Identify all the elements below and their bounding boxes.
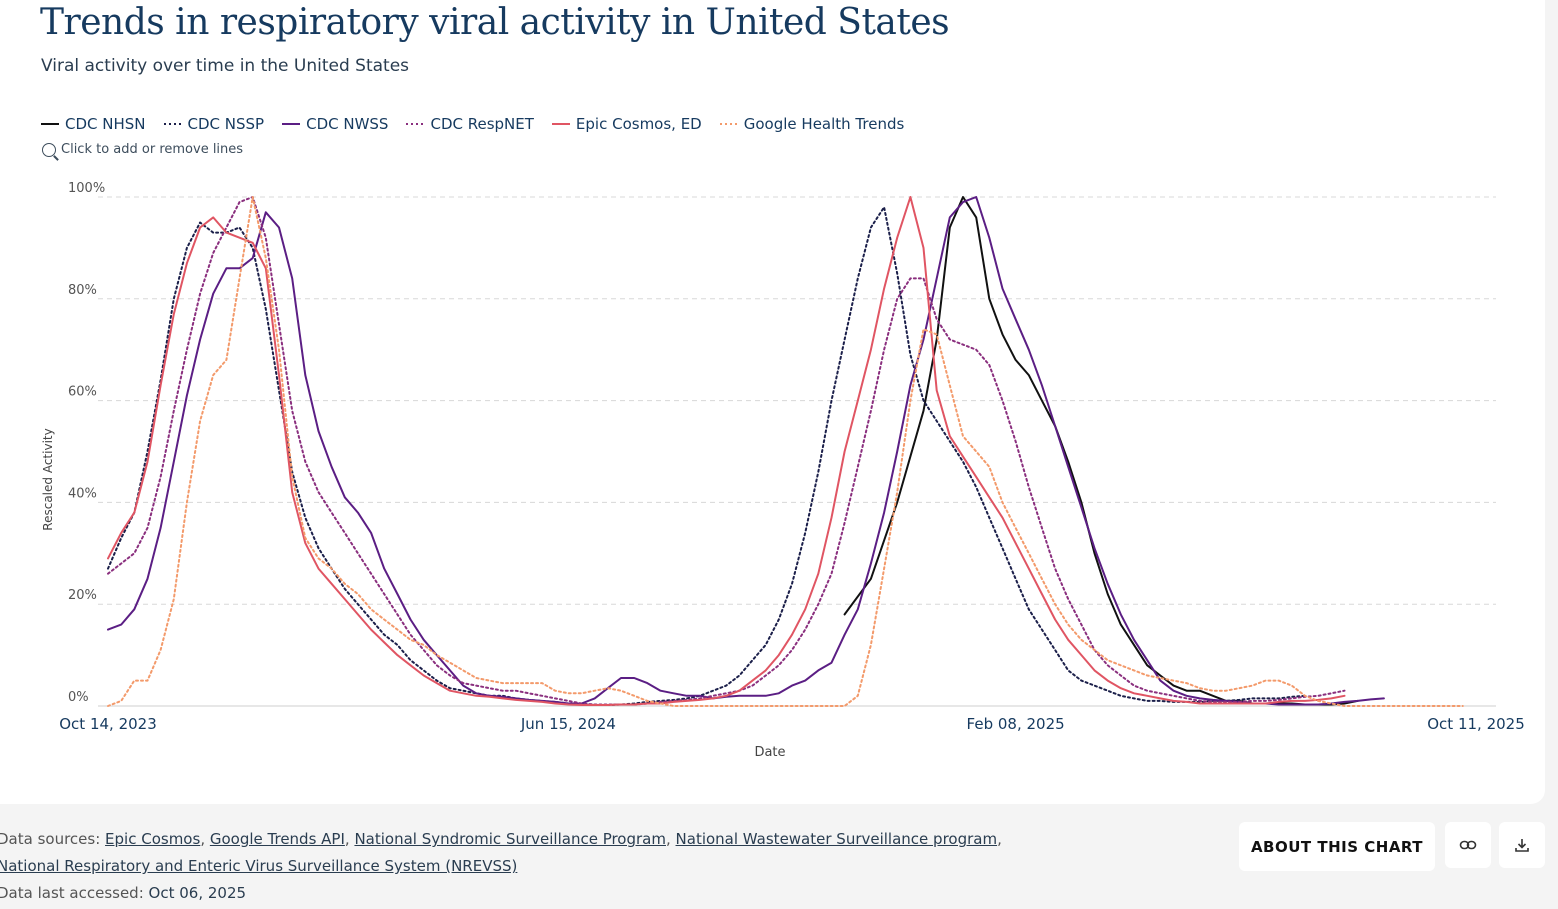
download-button[interactable] [1499, 822, 1545, 868]
series-line-cdc-respnet[interactable] [107, 196, 1346, 706]
series-line-cdc-nwss[interactable] [107, 196, 1385, 706]
source-link-google-trends[interactable]: Google Trends API [209, 830, 345, 848]
y-axis-title: Rescaled Activity [41, 428, 55, 530]
source-link-nssp[interactable]: National Syndromic Surveillance Program [354, 830, 666, 848]
legend-label: Epic Cosmos, ED [575, 115, 702, 133]
legend-hint-text: Click to add or remove lines [61, 142, 244, 157]
legend-item-cdc-nwss[interactable]: CDC NWSS [282, 115, 388, 133]
y-tick-label: 0% [68, 690, 89, 705]
series-line-cdc-nhsn[interactable] [843, 196, 1359, 706]
chart-card: Trends in respiratory viral activity in … [0, 0, 1545, 804]
footer: Data sources: Epic Cosmos, Google Trends… [0, 826, 1002, 907]
line-chart: 0% 20% 40% 60% 80% 100% Oct 14, 2023 Jun 15, 20… [41, 181, 1525, 760]
legend-hint: Click to add or remove lines [42, 142, 243, 157]
x-tick-label: Jun 15, 2024 [520, 715, 616, 733]
series-line-epic-cosmos-ed[interactable] [107, 196, 1346, 706]
page-title: Trends in respiratory viral activity in … [40, 2, 950, 43]
link-icon [1459, 840, 1477, 850]
legend-swatch [551, 123, 570, 125]
legend-swatch [282, 123, 301, 125]
legend-label: CDC NHSN [65, 115, 146, 133]
x-tick-label: Oct 14, 2023 [59, 715, 157, 733]
y-tick-label: 80% [68, 283, 97, 298]
x-axis-title: Date [754, 745, 785, 760]
chart-legend: CDC NHSN CDC NSSP CDC NWSS CDC RespNET Epic … [41, 115, 904, 133]
source-link-epic-cosmos[interactable]: Epic Cosmos [105, 830, 201, 848]
legend-item-cdc-respnet[interactable]: CDC RespNET [406, 115, 534, 133]
legend-label: CDC RespNET [430, 115, 534, 133]
series-line-google-health-trends[interactable] [107, 196, 1464, 707]
legend-label: CDC NSSP [187, 115, 265, 133]
legend-item-epic-cosmos-ed[interactable]: Epic Cosmos, ED [551, 115, 702, 133]
accessed-label: Data last accessed: [0, 884, 144, 902]
copy-link-button[interactable] [1445, 822, 1491, 868]
y-tick-label: 100% [68, 181, 105, 196]
source-link-nrevss[interactable]: National Respiratory and Enteric Virus S… [0, 857, 518, 875]
legend-item-cdc-nhsn[interactable]: CDC NHSN [41, 115, 146, 133]
data-sources-line-2: National Respiratory and Enteric Virus S… [0, 853, 1002, 880]
data-sources-line-1: Data sources: Epic Cosmos, Google Trends… [0, 826, 1002, 853]
legend-swatch [719, 123, 738, 125]
page-subtitle: Viral activity over time in the United S… [41, 56, 410, 76]
y-tick-label: 60% [68, 385, 97, 400]
sources-label: Data sources: [0, 830, 101, 848]
y-tick-label: 20% [68, 588, 97, 603]
legend-label: Google Health Trends [743, 115, 905, 133]
legend-label: CDC NWSS [306, 115, 389, 133]
x-tick-label: Feb 08, 2025 [967, 715, 1065, 733]
legend-item-cdc-nssp[interactable]: CDC NSSP [163, 115, 265, 133]
legend-swatch [406, 123, 425, 125]
legend-swatch [163, 123, 182, 125]
source-link-nwss[interactable]: National Wastewater Surveillance program [675, 830, 998, 848]
data-accessed: Data last accessed: Oct 06, 2025 [0, 880, 1002, 907]
cursor-click-icon [42, 142, 56, 157]
legend-item-google-health-trends[interactable]: Google Health Trends [719, 115, 905, 133]
legend-swatch [41, 123, 59, 125]
download-icon [1515, 839, 1529, 852]
y-tick-label: 40% [68, 486, 97, 501]
about-chart-button[interactable]: ABOUT THIS CHART [1239, 822, 1435, 871]
x-tick-label: Oct 11, 2025 [1427, 715, 1525, 733]
accessed-value: Oct 06, 2025 [148, 884, 247, 902]
series-line-cdc-nssp[interactable] [107, 206, 1306, 706]
